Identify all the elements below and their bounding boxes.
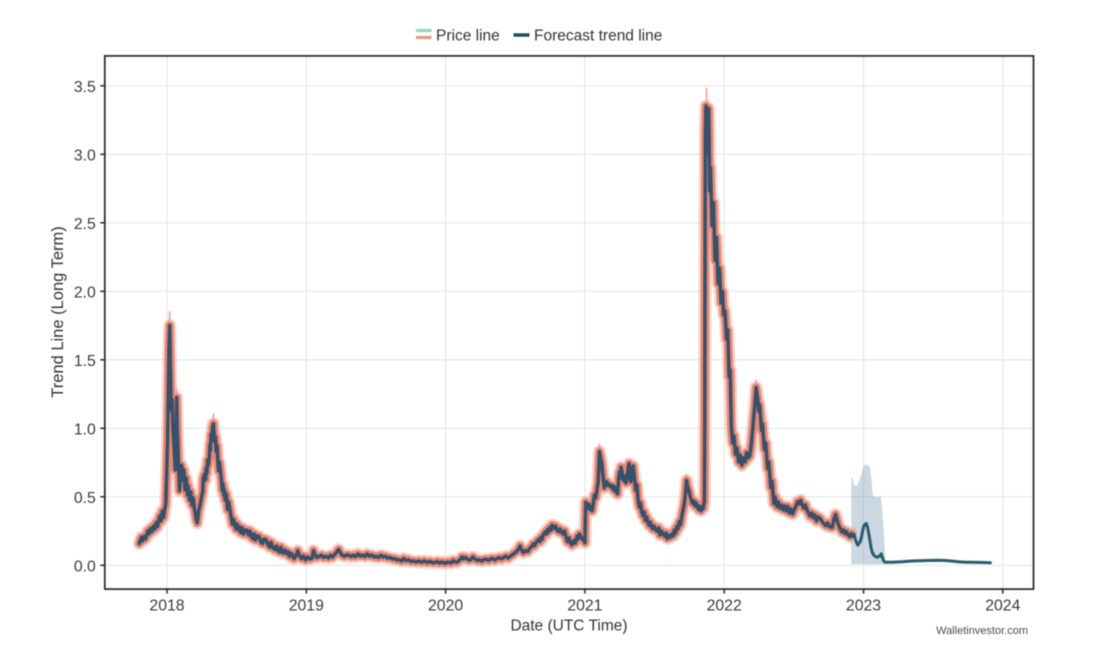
svg-text:3.5: 3.5 — [74, 79, 96, 96]
svg-text:2.0: 2.0 — [74, 284, 96, 301]
svg-text:2.5: 2.5 — [74, 216, 96, 233]
svg-text:Trend Line (Long Term): Trend Line (Long Term) — [49, 226, 67, 398]
svg-text:3.0: 3.0 — [74, 147, 96, 164]
svg-text:2018: 2018 — [149, 598, 184, 615]
svg-text:2024: 2024 — [985, 598, 1020, 615]
svg-text:1.5: 1.5 — [74, 353, 96, 370]
svg-text:2020: 2020 — [428, 598, 463, 615]
svg-text:0.5: 0.5 — [74, 490, 96, 507]
svg-text:Walletinvestor.com: Walletinvestor.com — [936, 625, 1028, 637]
svg-text:1.0: 1.0 — [74, 421, 96, 438]
svg-text:2022: 2022 — [707, 598, 742, 615]
svg-text:2021: 2021 — [567, 598, 602, 615]
svg-text:Forecast trend line: Forecast trend line — [534, 28, 662, 45]
svg-text:Price line: Price line — [436, 28, 500, 45]
svg-text:0.0: 0.0 — [74, 558, 96, 575]
svg-text:Date (UTC Time): Date (UTC Time) — [510, 618, 627, 635]
svg-text:2023: 2023 — [846, 598, 881, 615]
svg-text:2019: 2019 — [289, 598, 324, 615]
